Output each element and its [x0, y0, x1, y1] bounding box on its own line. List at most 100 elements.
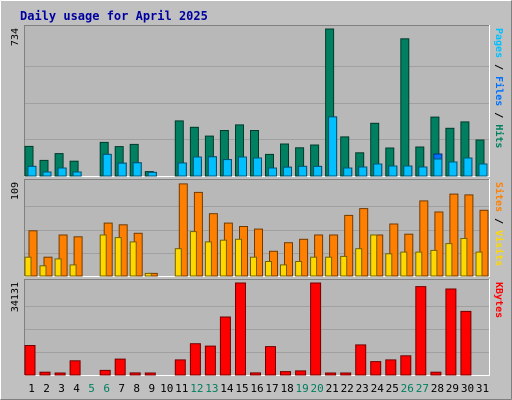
visits-bar [359, 208, 369, 277]
kbytes-bar [189, 343, 201, 376]
x-tick-label: 17 [265, 382, 278, 395]
x-tick-label: 23 [356, 382, 369, 395]
kbytes-panel: 34131 KBytes [10, 279, 504, 376]
pages-bar [478, 163, 488, 177]
pages-bar [102, 153, 112, 177]
visits-bar [449, 193, 459, 277]
x-tick-label: 12 [190, 382, 203, 395]
pages-bar [132, 162, 142, 177]
sites-bar [280, 264, 287, 277]
sites-bar [219, 239, 227, 277]
pages-bar [448, 161, 458, 177]
sites-bar [400, 251, 408, 277]
sites-bar [144, 272, 152, 277]
kbytes-bar [24, 345, 36, 376]
pages-bar [358, 166, 368, 177]
sites-bar [445, 243, 453, 277]
kbytes-bar [295, 370, 307, 376]
x-tick-label: 14 [220, 382, 234, 395]
sites-bar [370, 234, 378, 277]
kbytes-bar [129, 372, 141, 376]
kbytes-bar [54, 372, 66, 376]
pages-bar [207, 156, 217, 177]
kbytes-bar [325, 372, 337, 376]
visits-panel: 109 Sites / Visits [10, 179, 505, 277]
visits-bar [314, 234, 324, 277]
sites-bar [69, 264, 77, 277]
sites-bar [475, 251, 483, 277]
pages-bar [418, 166, 428, 177]
sites-bar [340, 255, 348, 277]
legend-entry: KBytes [493, 282, 504, 318]
legend-entry: Sites [493, 182, 505, 212]
kbytes-bar [415, 286, 427, 376]
sites-bar [39, 265, 47, 277]
sites-bar [430, 249, 438, 277]
kbytes-bar [280, 371, 291, 376]
kbytes-bar [114, 358, 126, 376]
hits-panel: 734 Pages / Files / Hits [10, 25, 505, 177]
sites-bar [235, 238, 242, 277]
visits-bar [73, 236, 83, 277]
x-tick-label: 20 [310, 382, 323, 395]
sites-bar [415, 251, 423, 277]
sites-bar [310, 256, 318, 277]
y-max-label: 734 [10, 28, 21, 46]
kbytes-bar [445, 288, 457, 376]
x-tick-label: 9 [148, 382, 155, 395]
pages-bar [328, 116, 338, 177]
pages-bar [298, 165, 308, 177]
x-tick-label: 11 [175, 382, 188, 395]
sites-bar [114, 237, 122, 277]
x-tick-label: 7 [118, 382, 125, 395]
sites-bar [24, 256, 32, 277]
sites-bar [265, 261, 272, 277]
legend-entry: Pages [493, 28, 504, 58]
pages-bar [72, 171, 82, 177]
visits-bar [299, 238, 309, 277]
sites-bar [250, 256, 257, 277]
kbytes-bar [430, 371, 442, 376]
kbytes-bar [370, 361, 382, 376]
x-tick-label: 16 [250, 382, 263, 395]
x-tick-label: 1 [28, 382, 35, 395]
pages-bar [42, 171, 52, 177]
visits-bar [419, 200, 429, 277]
pages-bar [388, 165, 398, 177]
pages-bar [222, 159, 232, 177]
visits-bar [479, 209, 489, 277]
plot-area [24, 279, 490, 376]
kbytes-bar [355, 344, 367, 376]
y-max-label: 109 [10, 182, 21, 200]
pages-bar [403, 165, 413, 177]
legend: KBytes [493, 282, 504, 318]
x-axis-labels: 1 2 3 4 5 6 7 8 9 10 11 12 13 14 15 16 17 18 19 20 21 22 23 24 2… [28, 382, 489, 395]
kbytes-bar [204, 345, 216, 376]
sites-bar [174, 248, 182, 277]
pages-bar [27, 165, 37, 177]
x-tick-label: 3 [58, 382, 65, 395]
kbytes-bar [250, 372, 261, 376]
pages-bar [253, 157, 262, 177]
kbytes-bar [310, 282, 322, 376]
pages-bar [117, 162, 127, 177]
visits-bar [58, 234, 68, 277]
x-tick-label: 29 [446, 382, 459, 395]
kbytes-bar [460, 310, 472, 376]
pages-bar [463, 157, 473, 177]
x-tick-label: 5 [88, 382, 95, 395]
pages-bar [343, 167, 353, 177]
x-tick-label: 13 [205, 382, 218, 395]
x-tick-label: 25 [386, 382, 399, 395]
x-tick-label: 31 [476, 382, 489, 395]
kbytes-bar [99, 369, 111, 376]
visits-bar [28, 230, 38, 277]
x-tick-label: 2 [43, 382, 50, 395]
legend: Pages / Files / Hits [493, 28, 505, 148]
legend-entry: / [493, 212, 504, 230]
legend-entry: Hits [493, 124, 505, 148]
kbytes-bar [174, 359, 186, 376]
x-tick-label: 6 [103, 382, 110, 395]
kbytes-bar [144, 372, 156, 376]
